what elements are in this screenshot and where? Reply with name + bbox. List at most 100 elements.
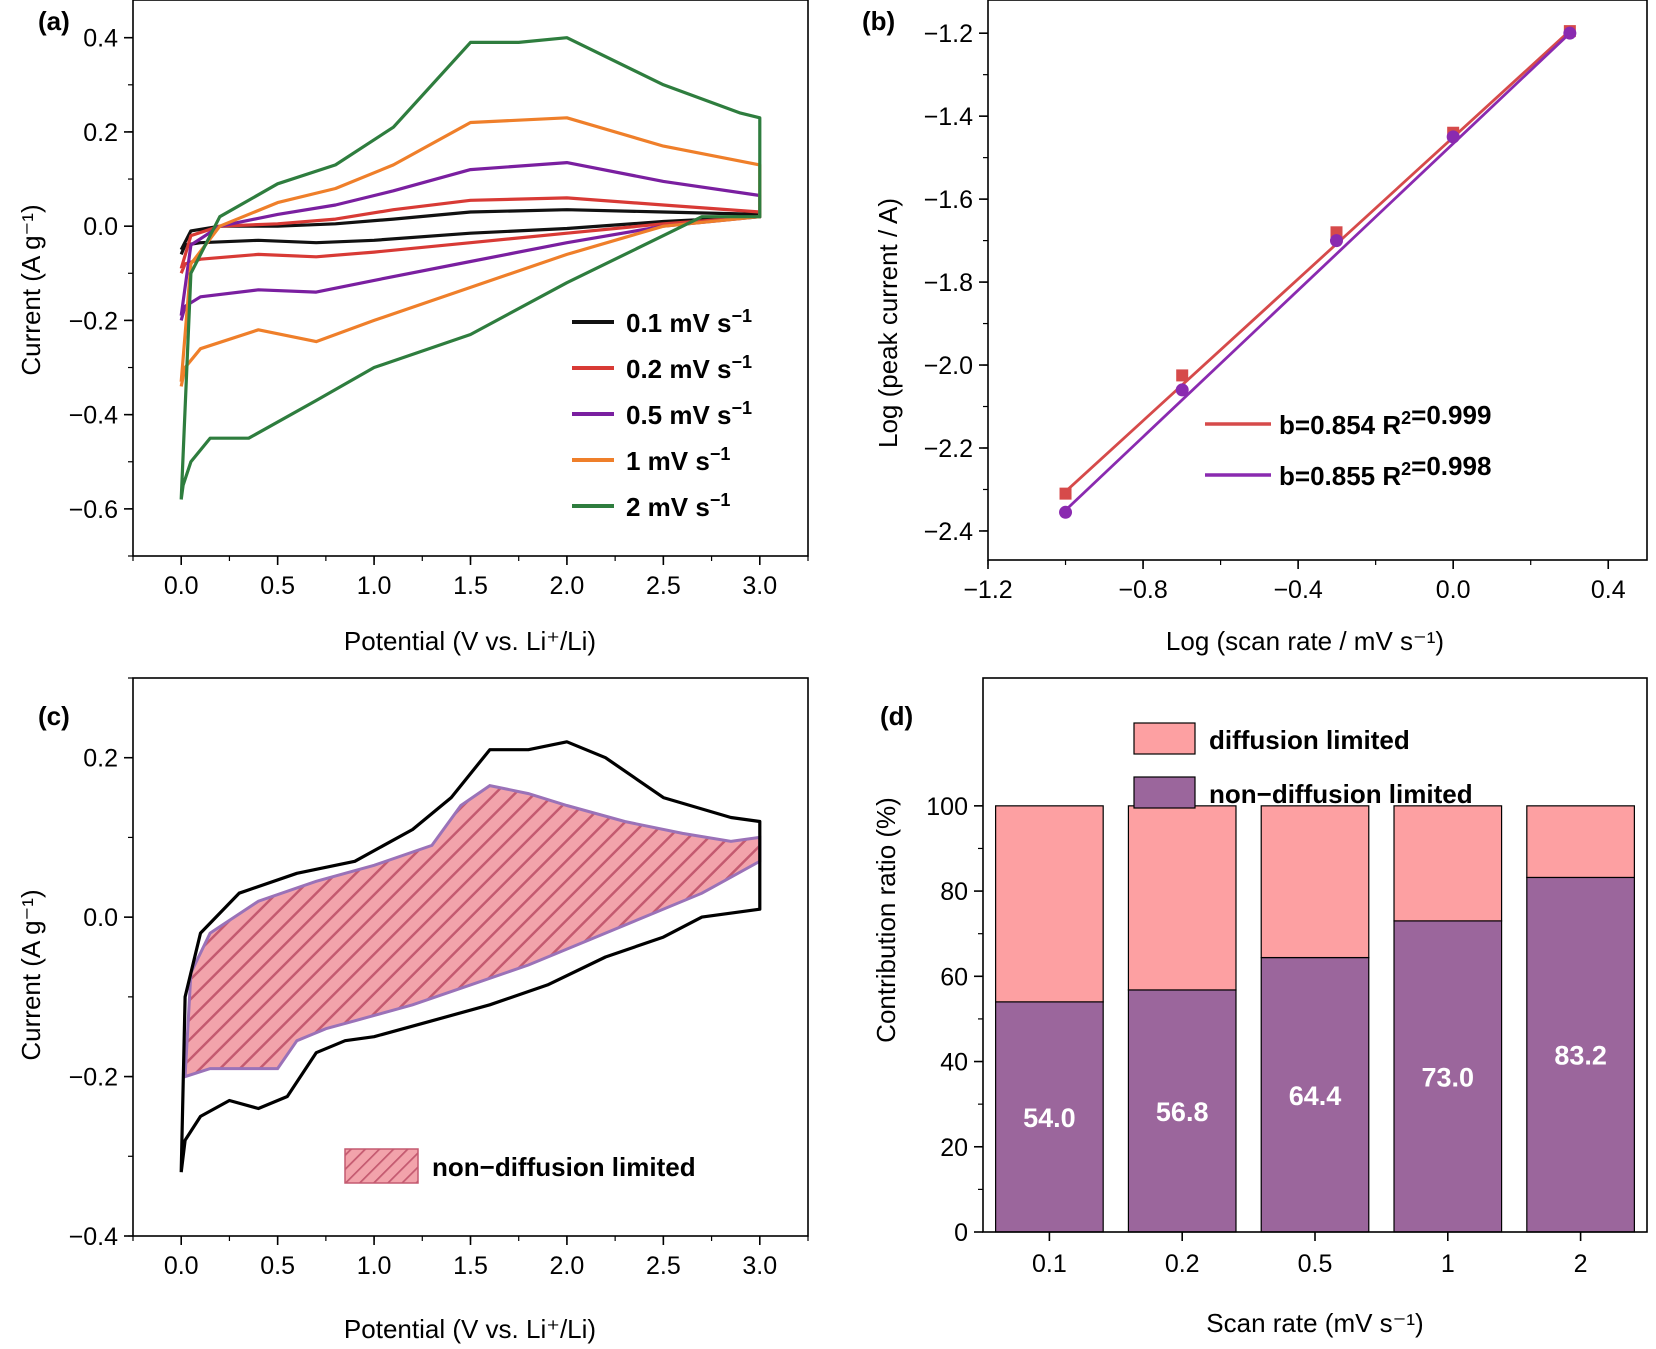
panel-label-d: (d) [880,701,913,731]
panel-b-ytick-label: −1.2 [924,20,973,48]
panel-b-ytick-label: −2.0 [924,352,973,380]
panel-d-bar-non-diffusion-0.5 [1260,956,1370,1233]
panel-c-ytick-label: −0.4 [69,1223,118,1251]
panel-c-ytick-label: 0.0 [83,904,118,932]
panel-b-xtick-label: −1.2 [963,576,1012,604]
panel-d-bar-diffusion-1 [1393,805,1503,922]
panel-a-xlabel: Potential (V vs. Li⁺/Li) [344,626,596,656]
panel-b-legend-label-part: =0.999 [1411,400,1491,430]
panel-a-legend-label-part: 1 mV s [626,446,710,476]
panel-a-ytick-label: −0.2 [69,307,118,335]
panel-d-bar-diffusion-0.1 [995,805,1104,1003]
panel-a-legend-label: 2 mV s−1 [626,490,730,522]
panel-a-legend-label-part: −1 [710,444,731,464]
panel-c-xtick-label: 0.5 [260,1252,295,1280]
panel-d-xtick-label: 0.1 [1032,1250,1067,1278]
panel-d-ytick-label: 40 [940,1049,968,1077]
panel-b-ytick-label: −1.4 [924,103,973,131]
panel-d-xtick-label: 1 [1441,1250,1455,1278]
panel-a-legend-label-part: −1 [732,398,753,418]
panel-a-ytick-label: −0.4 [69,402,118,430]
panel-a-legend-label-part: 0.1 mV s [626,308,732,338]
panel-b-legend-label-part: b=0.855 R [1279,461,1401,491]
panel-c-total-curve [179,740,762,1173]
panel-c-legend-swatch [344,1148,419,1184]
panel-a-legend-label-part: −1 [732,352,753,372]
panel-d-bar-diffusion-0.2 [1127,805,1237,991]
panel-a-plot: 0.0 0.5 1.0 1.5 2.0 2.5 3.0 −0.6 −0.4 −0.2 0.0 0.2 0… [69,0,809,600]
panel-d-ytick-label: 100 [926,793,968,821]
panel-d-bar-non-diffusion-0.1 [995,1001,1104,1233]
panel-b-xtick-label: −0.4 [1273,576,1322,604]
panel-b-xlabel: Log (scan rate / mV s⁻¹) [1166,626,1444,656]
panel-b-series-1-point [1175,383,1189,397]
panel-d-xtick-label: 0.5 [1298,1250,1333,1278]
panel-a-legend-label-part: 0.5 mV s [626,400,732,430]
panel-d-legend-label-non-diffusion: non−diffusion limited [1209,779,1473,809]
panel-d-legend-swatch-non-diffusion [1133,776,1196,809]
panel-b-series-0-point [1059,487,1072,500]
panel-b-legend-label-part: b=0.854 R [1279,410,1401,440]
panel-b-ylabel: Log (peak current / A) [873,198,903,448]
panel-b-xtick-label: 0.0 [1436,576,1471,604]
panel-d-ytick-label: 20 [940,1134,968,1162]
panel-b-ytick-label: −1.6 [924,186,973,214]
panel-b-series-1-point [1446,130,1460,144]
panel-a-xtick-label: 1.5 [453,572,488,600]
panel-a-ytick-label: 0.0 [83,213,118,241]
panel-b-legend-label-part: 2 [1401,459,1411,479]
panel-b-legend-label-part: 2 [1401,408,1411,428]
panel-b-xtick-label: −0.8 [1118,576,1167,604]
panel-a-legend-label: 1 mV s−1 [626,444,730,476]
panel-a-ylabel: Current (A g⁻¹) [16,204,46,375]
panel-a-ytick-label: 0.2 [83,119,118,147]
panel-c-ytick-label: 0.2 [83,745,118,773]
panel-d-legend-label-diffusion: diffusion limited [1209,725,1410,755]
panel-b-xtick-label: 0.4 [1591,576,1626,604]
panel-a-xtick-label: 3.0 [742,572,777,600]
panel-d-ytick-label: 60 [940,963,968,991]
panel-b-ytick-label: −2.2 [924,435,973,463]
panel-d-bar-non-diffusion-1 [1393,920,1503,1233]
panel-d-xtick-label: 0.2 [1165,1250,1200,1278]
panel-a-legend-label: 0.5 mV s−1 [626,398,752,430]
panel-a-xtick-label: 2.0 [550,572,585,600]
panel-a-legend-label-part: −1 [710,490,731,510]
panel-b-series-1-point [1329,234,1343,248]
panel-b-axes-frame [987,0,1648,561]
panel-c-xtick-label: 3.0 [742,1252,777,1280]
panel-d-xlabel: Scan rate (mV s⁻¹) [1206,1308,1423,1338]
panel-b-ytick-label: −2.4 [924,518,973,546]
panel-a-xtick-label: 1.0 [357,572,392,600]
panel-c-xtick-label: 0.0 [164,1252,199,1280]
panel-b-plot: −1.2 −0.8 −0.4 0.0 0.4 −2.4 −2.2 −2.0 −1.8 −1.6 −1… [924,0,1648,604]
panel-b-series-0-point [1176,369,1189,382]
panel-d-bar-non-diffusion-2 [1526,876,1635,1233]
panel-c-xlabel: Potential (V vs. Li⁺/Li) [344,1314,596,1344]
panel-d-ytick-label: 0 [954,1219,968,1247]
panel-a-legend-label-part: 0.2 mV s [626,354,732,384]
panel-b-series-1-fit-line [1064,32,1571,512]
panel-d-legend-swatch-diffusion [1133,722,1196,755]
panel-a-ytick-label: −0.6 [69,496,118,524]
panel-b-series-0-fit-line [1064,29,1571,493]
panel-b-legend-label-part: =0.998 [1411,451,1491,481]
panel-d-ytick-label: 80 [940,878,968,906]
panel-label-a: (a) [38,6,70,36]
panel-d-plot: 54.00.156.80.264.40.573.0183.22020406080… [926,677,1648,1278]
panel-b-legend-label: b=0.854 R2=0.999 [1279,400,1491,440]
panel-c-xtick-label: 2.5 [646,1252,681,1280]
panel-a-legend-label: 0.2 mV s−1 [626,352,752,384]
panel-d-bar-diffusion-0.5 [1260,805,1370,959]
panel-a-series-3-curve [179,116,762,387]
panel-d-axes-frame [982,677,1648,1233]
panel-d-bar-value-label: 54.0 [1023,1103,1076,1133]
panel-d-bar-value-label: 64.4 [1289,1081,1342,1111]
panel-c-xtick-label: 2.0 [550,1252,585,1280]
panel-d-bar-value-label: 56.8 [1156,1097,1209,1127]
panel-a-xtick-label: 0.0 [164,572,199,600]
panel-b-series-1-point [1563,26,1577,40]
panel-c-legend-label: non−diffusion limited [432,1152,696,1182]
panel-c-ylabel: Current (A g⁻¹) [16,889,46,1060]
panel-a-legend-label: 0.1 mV s−1 [626,306,752,338]
